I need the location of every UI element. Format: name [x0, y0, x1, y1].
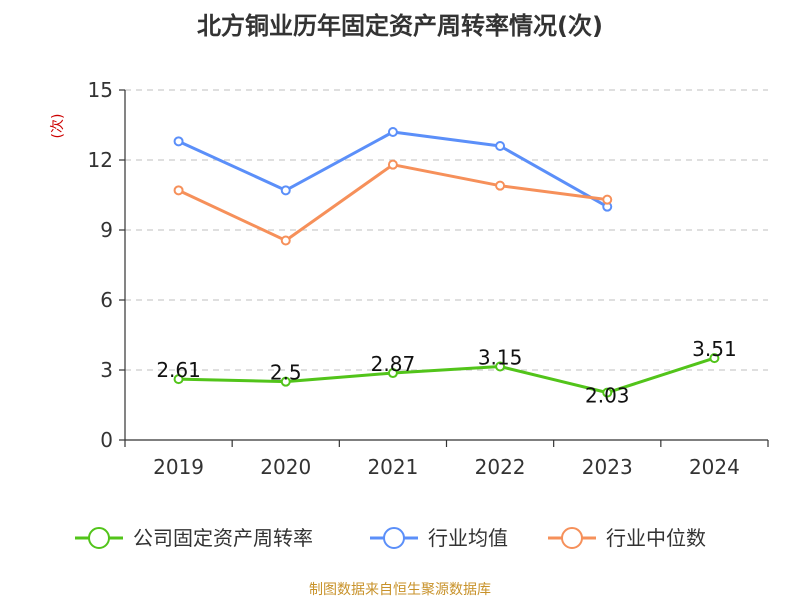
data-point	[280, 376, 291, 387]
data-point	[495, 141, 506, 151]
x-tick-label: 2022	[475, 455, 526, 479]
grid-lines	[125, 89, 768, 371]
y-tick-label: 12	[88, 148, 113, 172]
data-label: 3.51	[692, 337, 737, 361]
data-point	[387, 159, 398, 170]
legend: 公司固定资产周转率 行业均值 行业中位数	[75, 526, 706, 550]
x-tick-label: 2019	[153, 455, 204, 479]
data-label: 3.15	[478, 346, 523, 370]
source-note: 制图数据来自恒生聚源数据库	[309, 582, 491, 598]
y-tick-labels: 0 3 6 9 12 15	[88, 78, 113, 452]
series-line-2	[177, 163, 608, 242]
y-tick-label: 6	[100, 288, 113, 312]
axes	[119, 89, 769, 447]
data-label: 2.87	[371, 352, 416, 376]
data-point	[173, 374, 184, 385]
data-label: 2.61	[156, 358, 201, 382]
y-tick-label: 15	[88, 78, 113, 102]
data-label: 2.03	[585, 384, 630, 408]
data-labels: 2.61 2.5 2.87 3.15 2.03 3.51	[156, 337, 736, 408]
x-tick-label: 2021	[367, 455, 418, 479]
x-tick-label: 2024	[689, 455, 740, 479]
data-point	[280, 235, 291, 246]
legend-label: 公司固定资产周转率	[133, 526, 313, 550]
data-label: 2.5	[270, 361, 302, 385]
y-tick-label: 0	[100, 428, 113, 452]
legend-marker	[383, 527, 405, 549]
data-point	[602, 387, 613, 398]
x-tick-label: 2023	[582, 455, 633, 479]
data-point	[173, 136, 184, 147]
legend-label: 行业中位数	[606, 526, 706, 550]
legend-marker	[88, 527, 110, 549]
y-tick-label: 3	[100, 358, 113, 382]
legend-marker	[561, 527, 583, 549]
x-tick-label: 2020	[260, 455, 311, 479]
data-point	[602, 194, 613, 205]
series-line-0	[178, 356, 715, 395]
series-layer	[173, 127, 720, 398]
x-tick-labels: 2019 2020 2021 2022 2023 2024	[153, 455, 740, 479]
data-point	[387, 127, 398, 137]
data-point	[709, 353, 720, 364]
data-point	[173, 185, 184, 196]
y-axis-label: (次)	[50, 114, 66, 139]
data-point	[495, 361, 506, 372]
legend-label: 行业均值	[428, 526, 508, 550]
chart-title: 北方铜业历年固定资产周转率情况(次)	[197, 12, 603, 40]
data-point	[280, 185, 291, 196]
data-point	[495, 180, 506, 191]
data-point	[387, 368, 398, 379]
y-tick-label: 9	[100, 218, 113, 242]
